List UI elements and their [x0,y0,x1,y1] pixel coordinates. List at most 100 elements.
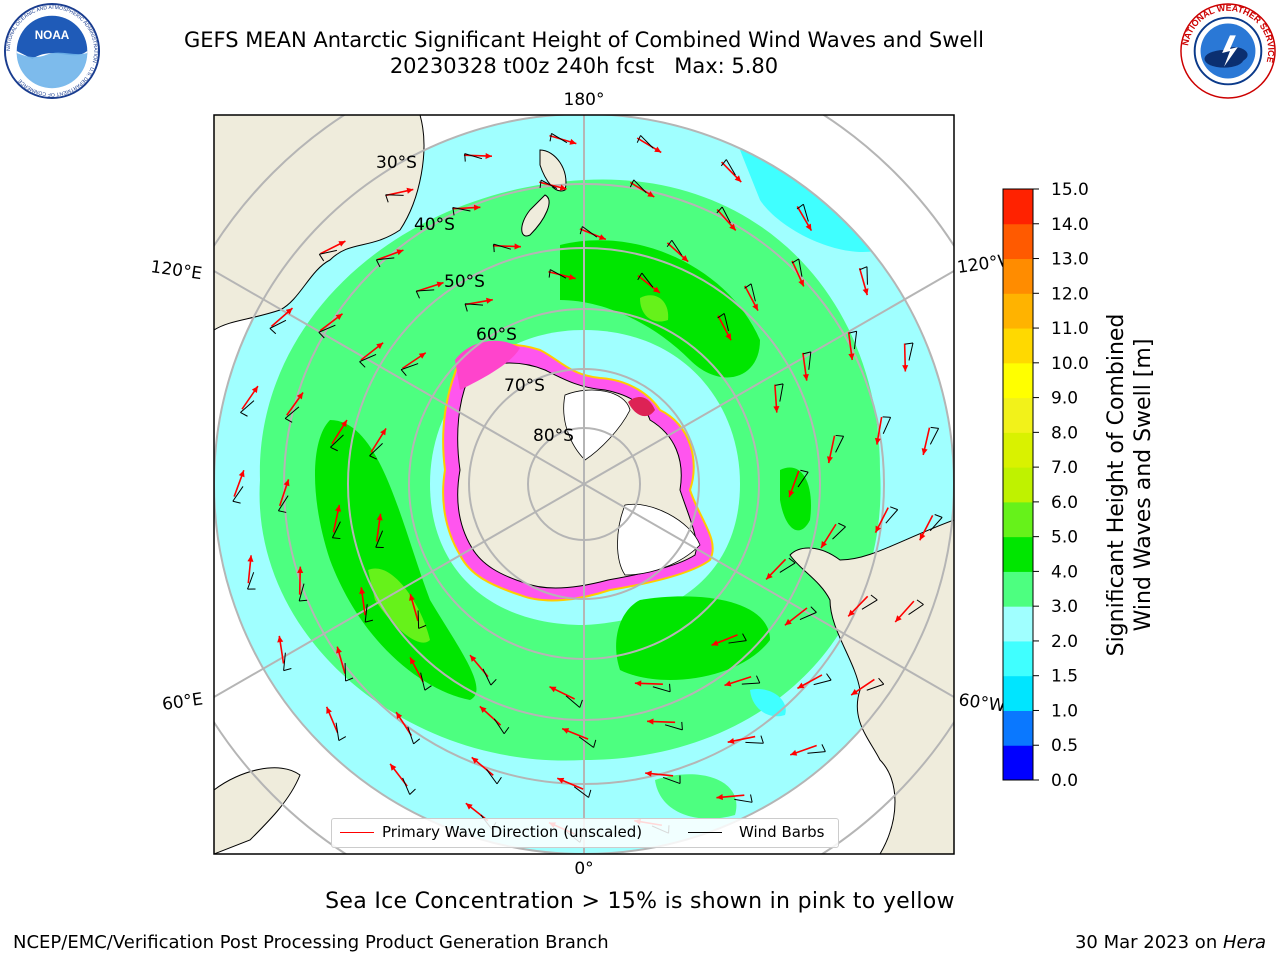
wind-barb-shaft [885,509,899,524]
wave-direction-arrowhead [752,303,758,311]
wind-barb-feather [503,726,510,735]
wind-barb-feather [835,434,844,437]
wind-barb-feather [742,633,747,641]
wind-barb-shaft [318,324,336,333]
wind-barb-feather [800,469,809,473]
colorbar-segment [1003,258,1033,294]
wave-direction-arrowhead [390,763,397,771]
colorbar-tick-label: 3.0 [1051,597,1078,617]
wave-direction-arrowhead [486,297,493,304]
colorbar-segment [1003,571,1033,607]
wave-direction-arrowhead [557,777,565,784]
run-date: 30 Mar 2023 on Hera [1075,932,1266,953]
wind-barb-feather [240,412,248,417]
wave-direction-arrowhead [485,152,492,160]
wave-direction-arrowhead [326,706,332,714]
wind-barb-shaft [813,679,832,686]
wave-direction-arrowhead [251,386,258,394]
wave-direction-arrowhead [727,737,735,744]
wind-barb-feather [878,677,885,685]
wind-barb-shaft [400,363,419,371]
wave-direction-arrowhead [875,525,882,533]
wind-barb-shaft [734,798,753,803]
lat-label-40s: 40°S [414,215,455,235]
wave-direction-arrowhead [569,138,577,145]
wind-barb-shaft [364,604,368,623]
wind-barb-feather [338,736,347,741]
colorbar-segment [1003,328,1033,364]
wind-barb-shaft [835,436,845,453]
wave-direction-arrowhead [359,587,366,595]
wind-barb-shaft [802,204,809,222]
wave-direction-arrowhead [396,712,403,720]
wind-barb-feather [717,313,725,319]
lat-label-50s: 50°S [444,272,485,292]
colorbar-frame [1002,188,1034,781]
wave-direction-arrowhead [297,566,304,574]
wave-direction-arrowhead [277,635,284,643]
wave-direction-arrowhead [848,609,855,617]
colorbar-segment [1003,467,1033,503]
wave-direction-arrowhead [716,794,723,801]
colorbar-segment [1003,223,1033,260]
colorbar-tick-label: 0.5 [1051,736,1078,756]
wind-barb-feather [579,699,583,708]
wave-direction-arrowhead [773,406,780,413]
lon-label-top: 180° [564,90,605,110]
wind-barb-feather [796,203,804,210]
wind-barb-feather [269,328,277,335]
wave-direction-arrowhead [729,223,736,231]
wave-direction-arrowhead [724,680,732,687]
wind-barb-shaft [882,417,892,434]
wave-direction-arrowhead [862,288,869,296]
wind-barb-shaft [330,434,344,448]
wind-barb-feather [791,258,800,264]
wind-barb-shaft [269,319,287,329]
colorbar-segment [1003,432,1033,468]
chart-title: GEFS MEAN Antarctic Significant Height o… [183,28,985,52]
wind-barbs-swatch [688,832,722,833]
lon-label-upper-left: 120°E [149,257,203,284]
wind-barb-shaft [573,786,589,798]
wind-barb-feather [716,206,723,214]
colorbar-segment [1003,501,1033,538]
wind-barb-feather [916,599,924,605]
colorbar-segment [1003,293,1033,329]
wave-direction-arrowhead [734,175,742,183]
wave-direction-arrowhead [851,689,859,696]
wind-barb-shaft [633,179,647,194]
wind-barb-shaft [779,383,784,402]
wave-direction-arrowhead [568,274,576,280]
colorbar-tick-label: 12.0 [1051,284,1089,304]
wave-direction-arrowhead [654,146,662,153]
wind-barb-feather [629,179,635,188]
wave-direction-arrowhead [473,204,481,211]
wind-barb-shaft [908,342,914,361]
wind-barb-feather [593,739,597,748]
colorbar [1003,189,1033,781]
wind-barb-feather [318,253,325,262]
colorbar-tick-label: 13.0 [1051,250,1089,270]
wind-barb-shaft [232,486,244,502]
wave-direction-arrowhead [376,342,384,350]
wind-barb-feather [345,677,354,682]
colorbar-label-line1: Significant Height of Combined [1104,314,1129,657]
wave-direction-arrowhead [647,718,654,725]
wind-barb-feather [490,678,497,686]
wave-direction-arrowhead [784,618,792,626]
colorbar-label-line2: Wind Waves and Swell [m] [1131,339,1156,632]
colorbar-tick-label: 0.0 [1051,771,1078,791]
wave-direction-arrowhead [238,470,245,478]
wind-barb-feather [539,179,542,189]
wave-direction-swatch [340,832,374,833]
wave-direction-arrowhead [802,373,809,381]
legend-wind-barbs: Wind Barbs [739,823,825,841]
wind-barb-feather [464,303,468,312]
wind-barb-shaft [240,400,255,413]
wind-barb-shaft [662,776,681,785]
wind-barb-feather [750,794,753,803]
wave-direction-arrowhead [598,234,606,240]
wind-barb-shaft [723,313,730,332]
wave-direction-arrowhead [549,686,557,693]
wind-barb-shaft [798,258,803,277]
